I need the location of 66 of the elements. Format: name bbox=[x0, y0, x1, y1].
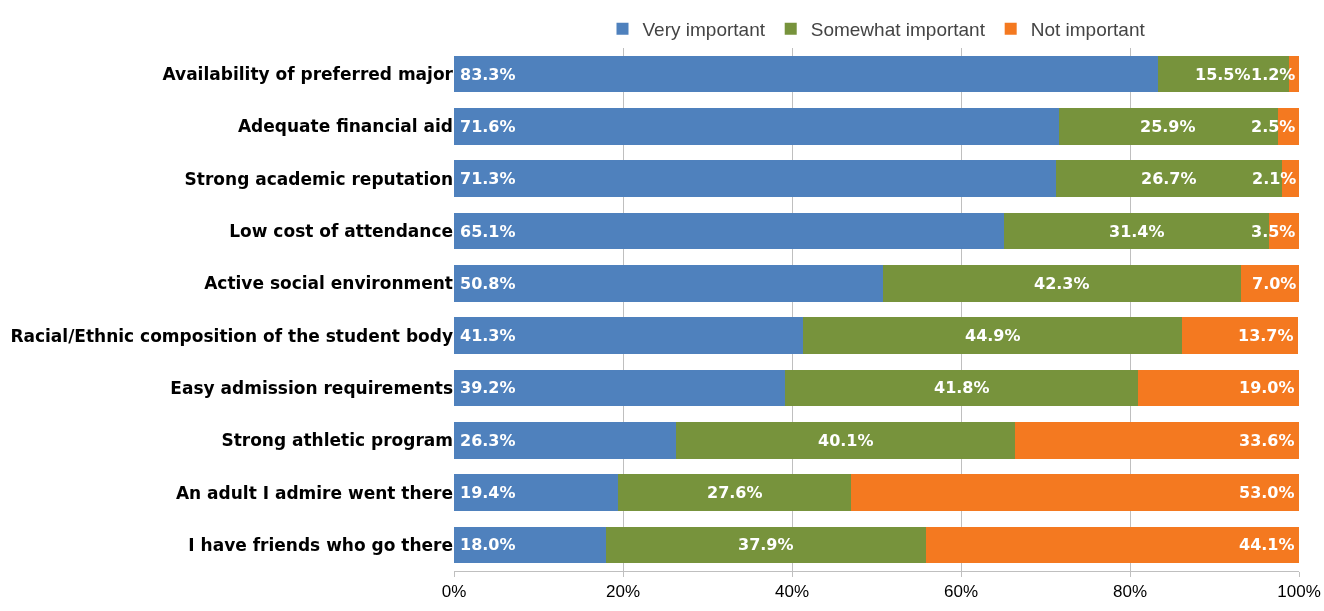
y-tick-label: Availability of preferred major bbox=[162, 64, 454, 85]
bar bbox=[617, 474, 852, 511]
data-label: 15.5% bbox=[1195, 65, 1251, 84]
data-label: 41.3% bbox=[460, 326, 516, 345]
bar bbox=[454, 160, 1057, 198]
bar bbox=[454, 212, 1005, 250]
legend-label: Very important bbox=[642, 19, 766, 41]
data-label: 26.3% bbox=[460, 431, 516, 450]
data-label: 42.3% bbox=[1034, 274, 1090, 293]
data-label: 19.0% bbox=[1239, 378, 1295, 397]
x-tick-label: 0% bbox=[441, 582, 467, 602]
data-label: 31.4% bbox=[1109, 222, 1165, 241]
data-label: 83.3% bbox=[460, 65, 516, 84]
data-label: 25.9% bbox=[1140, 117, 1196, 136]
bar bbox=[883, 265, 1241, 302]
bar bbox=[926, 526, 1299, 564]
bar bbox=[454, 526, 607, 564]
bar bbox=[606, 526, 927, 564]
bar bbox=[454, 421, 677, 459]
bar bbox=[454, 317, 803, 354]
bar bbox=[454, 474, 618, 511]
x-tick-label: 100% bbox=[1277, 582, 1321, 602]
y-tick-label: Adequate financial aid bbox=[237, 116, 453, 137]
x-tick-label: 60% bbox=[943, 582, 979, 602]
data-label: 27.6% bbox=[707, 483, 763, 502]
bar bbox=[1015, 421, 1299, 459]
data-label: 44.1% bbox=[1239, 535, 1295, 554]
bar bbox=[802, 317, 1183, 354]
y-tick-label: I have friends who go there bbox=[188, 534, 453, 555]
bar bbox=[454, 108, 1060, 145]
y-tick-label: Easy admission requirements bbox=[170, 377, 453, 398]
data-label: 39.2% bbox=[460, 378, 516, 397]
y-tick-label: Strong academic reputation bbox=[184, 168, 453, 189]
data-label: 7.0% bbox=[1252, 274, 1297, 293]
data-label: 53.0% bbox=[1239, 483, 1295, 502]
y-tick-label: Racial/Ethnic composition of the student body bbox=[10, 325, 453, 346]
legend-label: Not important bbox=[1030, 19, 1146, 41]
bar bbox=[1138, 369, 1299, 407]
data-label: 40.1% bbox=[818, 431, 874, 450]
bar bbox=[454, 55, 1158, 93]
data-label: 50.8% bbox=[460, 274, 516, 293]
y-tick-label: Active social environment bbox=[204, 273, 453, 294]
data-label: 41.8% bbox=[934, 378, 990, 397]
data-label: 18.0% bbox=[460, 535, 516, 554]
bar bbox=[1182, 317, 1299, 354]
data-label: 65.1% bbox=[460, 222, 516, 241]
x-tick-label: 20% bbox=[605, 582, 641, 602]
data-label: 44.9% bbox=[965, 326, 1021, 345]
bar bbox=[676, 421, 1016, 459]
bar bbox=[785, 369, 1139, 407]
legend-label: Somewhat important bbox=[810, 19, 986, 41]
data-label: 26.7% bbox=[1141, 169, 1197, 188]
data-label: 33.6% bbox=[1239, 431, 1295, 450]
x-tick-label: 80% bbox=[1112, 582, 1148, 602]
y-tick-label: Low cost of attendance bbox=[229, 221, 453, 241]
y-tick-label: Strong athletic program bbox=[221, 430, 453, 451]
data-label: 13.7% bbox=[1238, 326, 1294, 345]
bar bbox=[454, 265, 884, 302]
data-label: 71.3% bbox=[460, 169, 516, 188]
data-label: 71.6% bbox=[460, 117, 516, 136]
x-tick-label: 40% bbox=[774, 582, 810, 602]
bar bbox=[454, 369, 786, 407]
data-label: 37.9% bbox=[738, 535, 794, 554]
y-tick-label: An adult I admire went there bbox=[175, 482, 453, 503]
bar bbox=[851, 474, 1299, 511]
data-label: 19.4% bbox=[460, 483, 516, 502]
